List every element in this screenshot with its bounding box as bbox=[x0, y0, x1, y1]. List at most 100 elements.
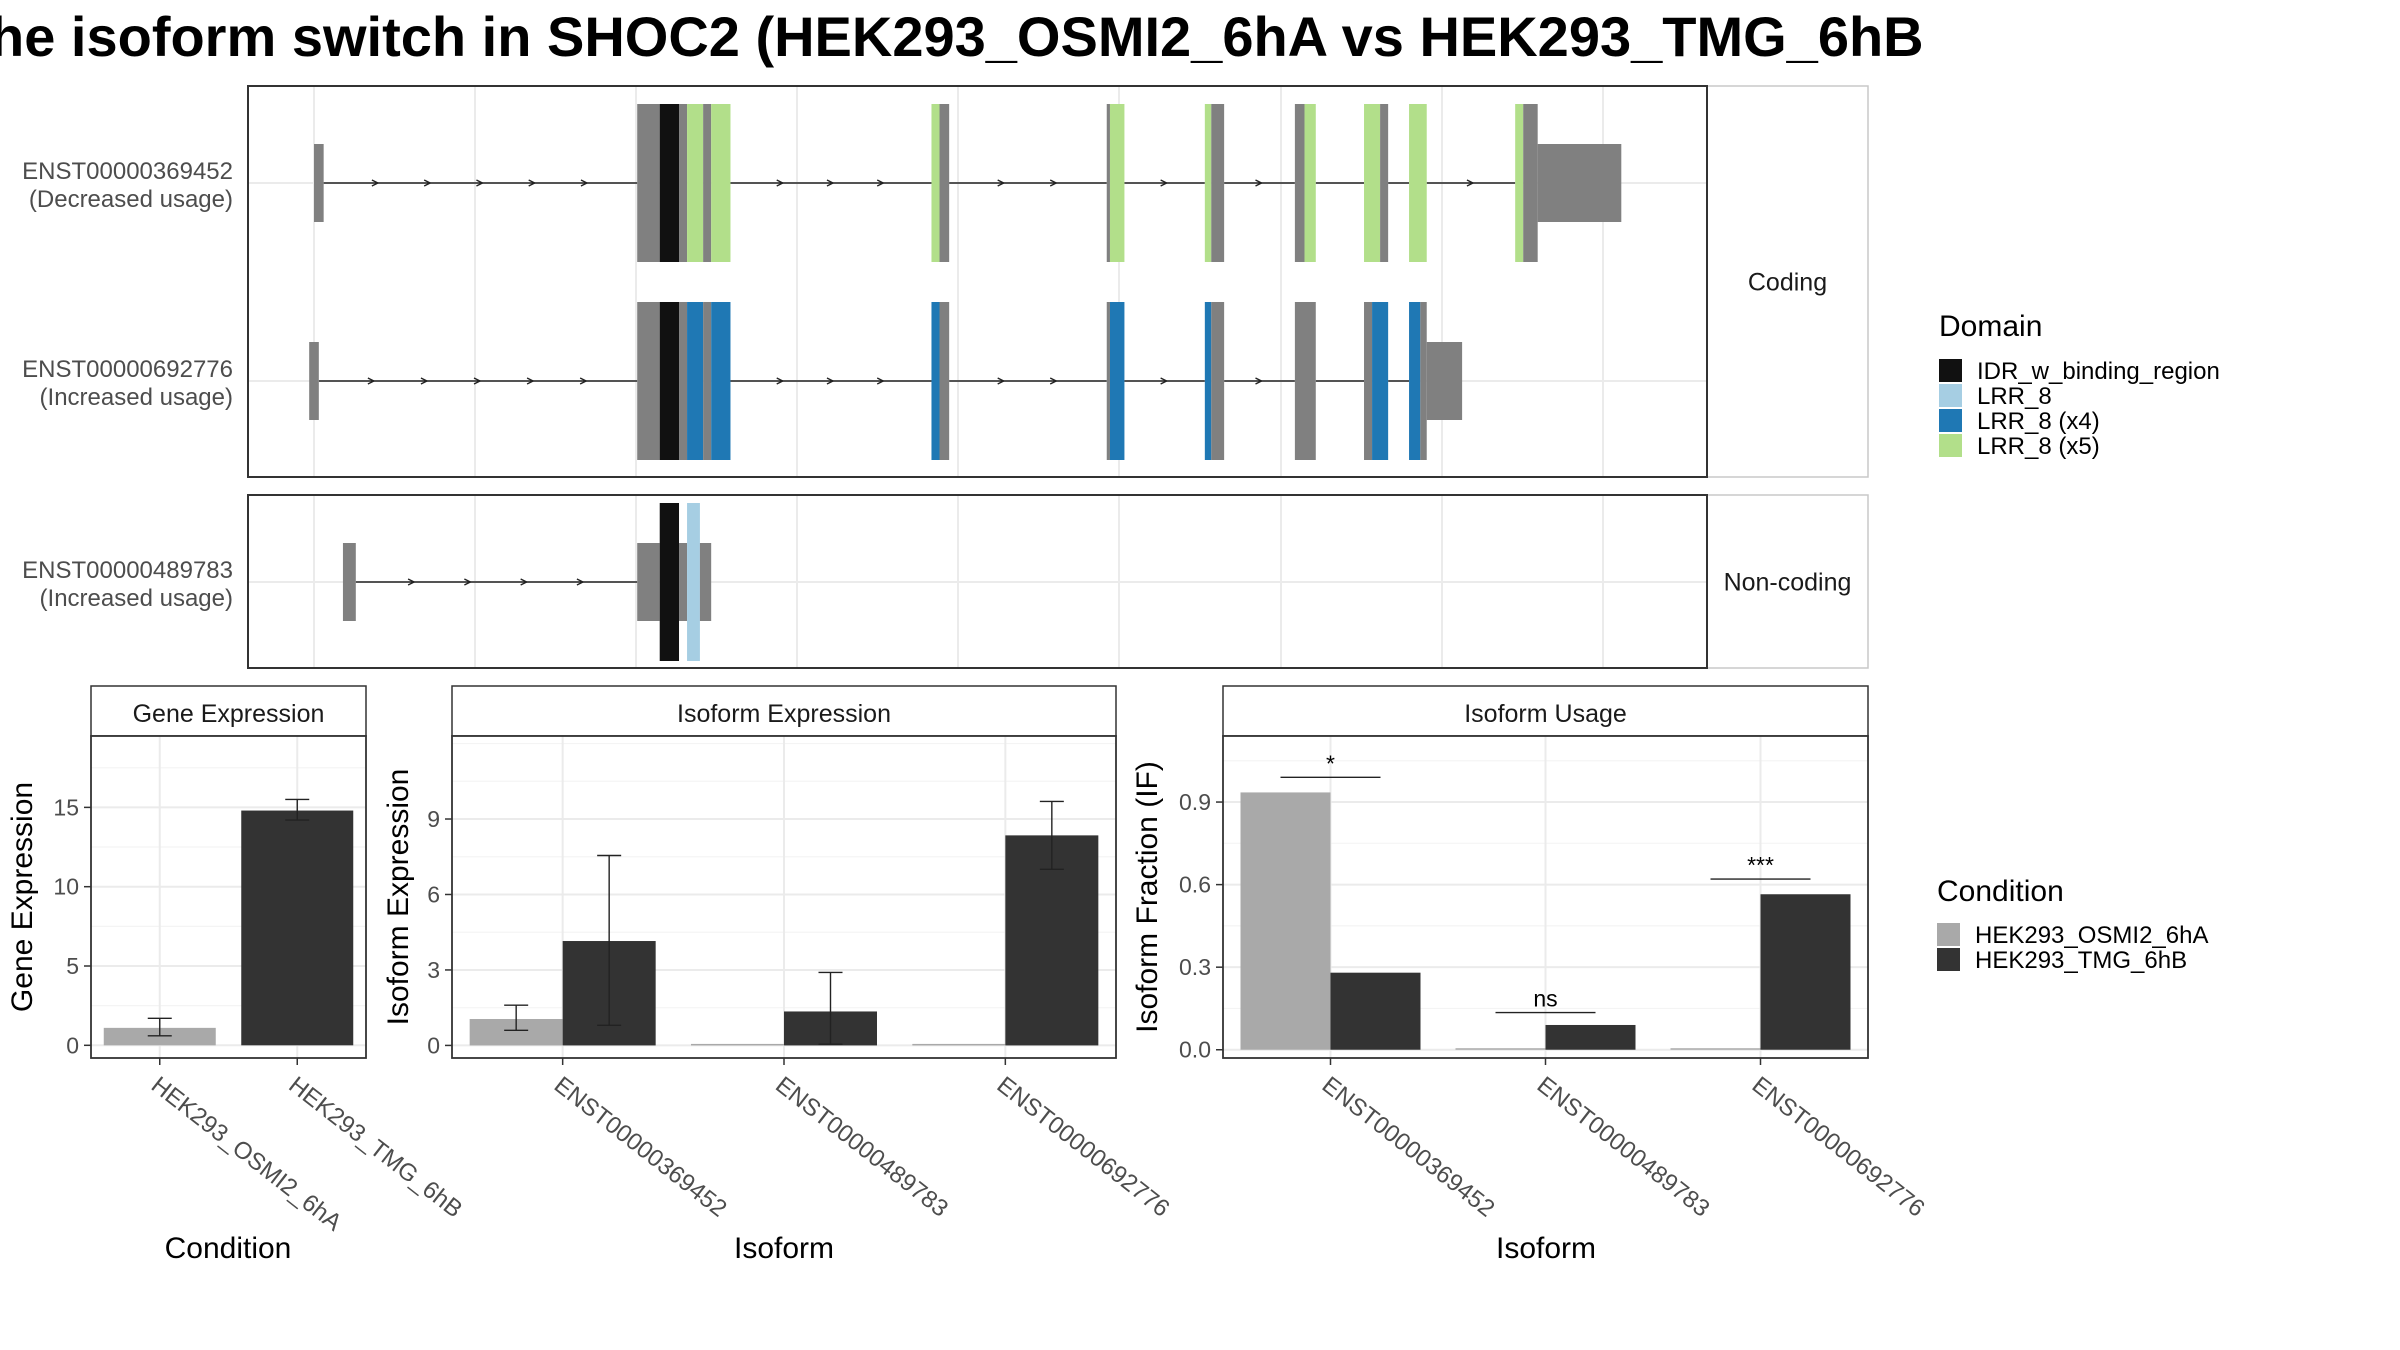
utr-exon bbox=[1537, 144, 1622, 222]
transcript-id-label: ENST00000692776 bbox=[22, 356, 233, 383]
chart-border bbox=[1222, 735, 1869, 1059]
transcript-track: ENST00000369452(Decreased usage) bbox=[22, 104, 1622, 262]
y-tick-label: 6 bbox=[427, 881, 440, 907]
bar bbox=[1455, 1048, 1546, 1050]
x-axis-title: Isoform bbox=[1496, 1232, 1596, 1265]
coding-exon bbox=[1380, 104, 1389, 262]
x-tick-label: ENST00000369452 bbox=[1317, 1071, 1500, 1222]
condition-legend-label: HEK293_OSMI2_6hA bbox=[1975, 922, 2208, 949]
bar bbox=[241, 810, 354, 1046]
chart-border bbox=[90, 735, 367, 1059]
intron-arrow bbox=[1255, 377, 1264, 385]
condition-legend-key bbox=[1937, 923, 1960, 946]
intron-arrow bbox=[776, 377, 785, 385]
intron-arrow bbox=[876, 377, 885, 385]
intron-arrow bbox=[476, 179, 484, 187]
y-axis-title: Isoform Expression bbox=[382, 769, 415, 1026]
domain-exon bbox=[711, 104, 731, 262]
intron-arrow bbox=[876, 179, 885, 187]
y-tick-label: 0.9 bbox=[1179, 789, 1211, 815]
utr-exon bbox=[1426, 342, 1463, 420]
coding-exon bbox=[679, 302, 688, 460]
y-tick-label: 0.6 bbox=[1179, 872, 1211, 898]
intron-arrow bbox=[580, 179, 589, 187]
y-tick-label: 9 bbox=[427, 806, 440, 832]
domain-legend-label: LRR_8 bbox=[1977, 383, 2052, 410]
x-tick-label: ENST00000692776 bbox=[1747, 1071, 1930, 1222]
chart-border bbox=[451, 735, 1117, 1059]
transcript-usage-label: (Decreased usage) bbox=[29, 186, 233, 213]
utr-exon bbox=[699, 543, 712, 621]
intron-arrow bbox=[776, 179, 785, 187]
coding-exon bbox=[939, 302, 950, 460]
utr-exon bbox=[637, 543, 660, 621]
bar bbox=[1330, 972, 1421, 1050]
intron-arrow bbox=[473, 377, 482, 385]
coding-exon bbox=[1211, 104, 1225, 262]
intron-arrow bbox=[579, 377, 588, 385]
domain-legend-label: LRR_8 (x4) bbox=[1977, 408, 2100, 435]
domain-exon bbox=[931, 104, 940, 262]
coding-exon bbox=[1106, 104, 1110, 262]
domain-legend-key bbox=[1939, 359, 1962, 382]
domain-exon bbox=[659, 503, 680, 661]
coding-exon bbox=[1294, 302, 1316, 460]
coding-exon bbox=[1523, 104, 1538, 262]
domain-exon bbox=[1409, 302, 1421, 460]
y-tick-label: 0.0 bbox=[1179, 1037, 1211, 1063]
coding-exon bbox=[939, 104, 950, 262]
bar-charts: Gene Expression051015HEK293_OSMI2_6hAHEK… bbox=[6, 685, 1930, 1265]
domain-exon bbox=[711, 302, 731, 460]
bar bbox=[1005, 835, 1099, 1046]
transcript-track: ENST00000692776(Increased usage) bbox=[22, 302, 1463, 460]
coding-exon bbox=[703, 104, 712, 262]
bar bbox=[1670, 1048, 1761, 1050]
significance-label: * bbox=[1326, 750, 1335, 776]
intron-arrow bbox=[423, 179, 432, 187]
chart-title: Isoform Usage bbox=[1464, 700, 1627, 728]
intron-arrow bbox=[1049, 179, 1058, 187]
coding-exon bbox=[1420, 302, 1427, 460]
condition-legend-title: Condition bbox=[1937, 875, 2064, 908]
intron-arrow bbox=[407, 578, 416, 586]
intron-arrow bbox=[1255, 179, 1264, 187]
domain-exon bbox=[931, 302, 940, 460]
intron-arrow bbox=[826, 179, 835, 187]
chart-title: Isoform Expression bbox=[677, 700, 891, 728]
chart-isoform-usage: Isoform Usage 0.0 0.3 0.6 0.9 * ns *** ENST00000… bbox=[1131, 685, 1930, 1265]
domain-exon bbox=[1204, 104, 1212, 262]
y-tick-label: 15 bbox=[53, 794, 79, 820]
bar bbox=[1240, 792, 1331, 1050]
y-tick-label: 0.3 bbox=[1179, 954, 1211, 980]
domain-legend-key bbox=[1939, 384, 1962, 407]
domain-exon bbox=[1515, 104, 1524, 262]
strip-box bbox=[1706, 85, 1869, 478]
y-tick-label: 0 bbox=[66, 1032, 79, 1058]
transcript-id-label: ENST00000489783 bbox=[22, 557, 233, 584]
x-axis-title: Isoform bbox=[734, 1232, 834, 1265]
y-tick-label: 0 bbox=[427, 1032, 440, 1058]
y-axis-title: Gene Expression bbox=[6, 782, 39, 1012]
domain-exon bbox=[1364, 104, 1381, 262]
intron-arrow bbox=[1160, 179, 1169, 187]
x-tick-label: ENST00000369452 bbox=[549, 1071, 732, 1222]
bar bbox=[1545, 1024, 1636, 1050]
domain-legend-title: Domain bbox=[1939, 310, 2042, 343]
panel-border bbox=[247, 85, 1708, 478]
coding-exon bbox=[637, 104, 660, 262]
domain-exon bbox=[1304, 104, 1316, 262]
domain-exon bbox=[687, 302, 704, 460]
y-tick-label: 10 bbox=[53, 874, 79, 900]
coding-exon bbox=[679, 104, 688, 262]
y-tick-label: 5 bbox=[66, 953, 79, 979]
intron-arrow bbox=[1160, 377, 1169, 385]
transcript-usage-label: (Increased usage) bbox=[40, 384, 233, 411]
condition-legend-key bbox=[1937, 948, 1960, 971]
intron-arrow bbox=[997, 179, 1006, 187]
intron-arrow bbox=[1466, 179, 1475, 187]
bar bbox=[103, 1027, 216, 1046]
